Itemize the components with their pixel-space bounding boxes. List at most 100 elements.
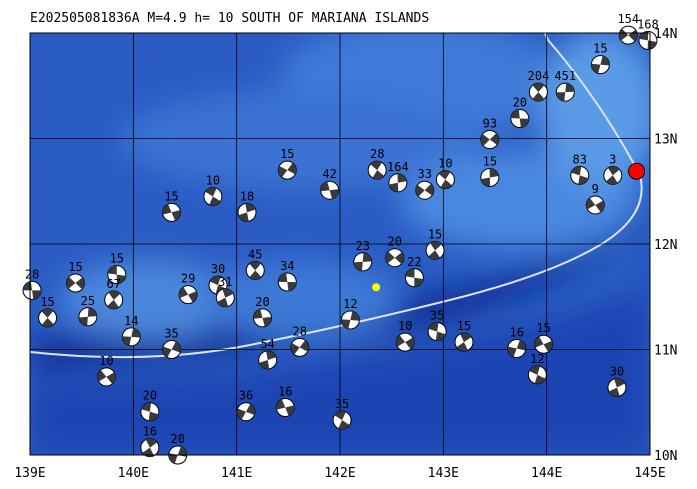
depth-label: 15: [483, 155, 497, 169]
depth-label: 33: [418, 167, 432, 181]
beachball: [638, 30, 658, 50]
ball-compression: [238, 203, 256, 222]
beachball: [277, 272, 297, 292]
depth-label: 20: [255, 295, 269, 309]
ball-compression: [370, 161, 385, 180]
beachball: [162, 202, 182, 222]
ball-compression: [353, 252, 372, 271]
beachball: [415, 180, 435, 200]
ball-compression: [179, 286, 198, 303]
ball-compression: [456, 333, 472, 352]
ball-compression: [341, 311, 360, 329]
ball-compression: [591, 55, 610, 74]
depth-label: 10: [206, 174, 220, 188]
beachball: [618, 25, 638, 45]
ball-compression: [107, 265, 126, 284]
main-event: [628, 162, 646, 180]
depth-label: 20: [171, 432, 185, 446]
y-tick-label: 14N: [654, 27, 677, 42]
ball-compression: [556, 83, 575, 102]
ball-compression: [276, 399, 295, 416]
depth-label: 93: [483, 117, 497, 131]
y-tick-label: 12N: [654, 238, 677, 253]
ball-compression: [205, 187, 221, 206]
ball-compression: [278, 162, 297, 178]
beachball: [555, 82, 575, 102]
depth-label: 34: [280, 259, 294, 273]
ball-compression: [97, 369, 116, 384]
beachball: [507, 338, 527, 358]
ball-compression: [571, 166, 589, 185]
beachball: [320, 180, 340, 200]
ball-compression: [290, 340, 309, 355]
beachball: [140, 438, 160, 458]
depth-label: 15: [457, 319, 471, 333]
beachball: [258, 350, 278, 370]
beachball: [332, 410, 352, 430]
depth-label: 204: [528, 69, 550, 83]
depth-label: 15: [280, 147, 294, 161]
beachball: [425, 240, 445, 260]
x-tick-label: 140E: [118, 466, 149, 481]
beachball: [121, 327, 141, 347]
beachball: [454, 332, 474, 352]
depth-label: 10: [438, 157, 452, 171]
beachball: [340, 310, 360, 330]
depth-label: 15: [40, 295, 54, 309]
ball-compression: [510, 109, 529, 128]
beachball: [203, 187, 223, 207]
ball-compression: [415, 183, 434, 197]
ball-compression: [385, 251, 404, 264]
beachball: [527, 365, 547, 385]
ball-compression: [162, 341, 181, 358]
depth-label: 9: [592, 182, 599, 196]
ball-compression: [480, 168, 499, 187]
beachball: [395, 332, 415, 352]
depth-label: 15: [428, 227, 442, 241]
beachball: [107, 265, 127, 285]
depth-label: 36: [239, 389, 253, 403]
beachball: [215, 288, 235, 308]
ball-compression: [608, 378, 626, 397]
x-tick-label: 143E: [428, 466, 459, 481]
map-frame: [29, 32, 651, 456]
beachball: [388, 173, 408, 193]
beachball: [404, 268, 424, 288]
depth-label: 25: [81, 294, 95, 308]
beachball: [510, 108, 530, 128]
depth-label: 35: [164, 327, 178, 341]
depth-label: 16: [143, 425, 157, 439]
beachball: [367, 160, 387, 180]
ball-compression: [619, 28, 638, 42]
ball-compression: [236, 403, 255, 420]
ball-compression: [534, 336, 553, 353]
depth-label: 20: [513, 95, 527, 109]
ball-compression: [217, 288, 234, 307]
depth-label: 23: [356, 239, 370, 253]
beachball: [385, 248, 405, 268]
depth-label: 29: [181, 272, 195, 286]
beachball: [140, 402, 160, 422]
beachball: [237, 202, 257, 222]
beachball: [435, 170, 455, 190]
depth-label: 12: [530, 352, 544, 366]
beachball: [65, 273, 85, 293]
beachball: [275, 398, 295, 418]
beachball: [427, 322, 447, 342]
depth-label: 42: [322, 167, 336, 181]
beachball: [570, 165, 590, 185]
ball-compression: [438, 170, 453, 189]
bathymetry: [30, 33, 650, 455]
ball-compression: [259, 351, 277, 370]
x-tick-label: 139E: [14, 466, 45, 481]
depth-label: 67: [106, 277, 120, 291]
depth-label: 168: [637, 17, 659, 31]
depth-label: 154: [617, 12, 639, 26]
depth-label: 164: [387, 160, 409, 174]
ball-compression: [66, 276, 85, 290]
ball-compression: [41, 308, 54, 327]
ball-compression: [320, 181, 339, 199]
ball-compression: [253, 309, 272, 327]
ball-compression: [532, 83, 545, 102]
